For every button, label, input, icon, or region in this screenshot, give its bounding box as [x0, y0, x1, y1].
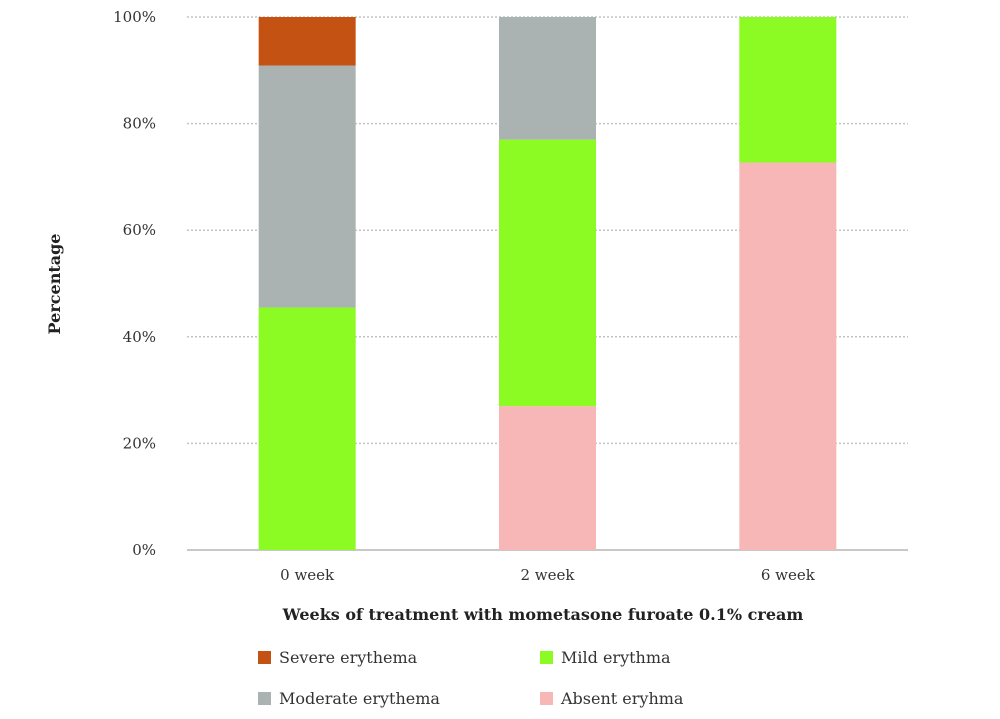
x-tick-label: 0 week	[280, 566, 335, 584]
bar-segment	[499, 17, 596, 140]
y-tick-label: 100%	[113, 8, 156, 26]
y-tick-label: 0%	[132, 541, 156, 559]
legend-label-absent: Absent eryhma	[561, 689, 684, 708]
x-axis-title: Weeks of treatment with mometasone furoa…	[282, 605, 804, 624]
y-tick-label: 40%	[123, 328, 156, 346]
legend-item-mild: Mild erythma	[540, 648, 671, 667]
x-tick-label: 2 week	[521, 566, 576, 584]
y-tick-label: 60%	[123, 221, 156, 239]
legend-item-moderate: Moderate erythema	[258, 689, 440, 708]
bar-segment	[739, 162, 837, 550]
bar-segment	[739, 17, 837, 163]
y-tick-label: 80%	[123, 115, 156, 133]
x-tick-label: 6 week	[761, 566, 816, 584]
legend-item-severe: Severe erythema	[258, 648, 417, 667]
legend-item-absent: Absent eryhma	[540, 689, 683, 708]
bar-segment	[499, 139, 596, 407]
bar-segment	[258, 307, 356, 550]
legend-label-moderate: Moderate erythema	[279, 689, 440, 708]
bar-segment	[258, 17, 356, 66]
legend-label-severe: Severe erythema	[279, 648, 418, 667]
y-axis-title: Percentage	[45, 234, 64, 335]
legend-swatch-severe	[258, 651, 271, 664]
legend-label-mild: Mild erythma	[561, 648, 671, 667]
legend-swatch-mild	[540, 651, 553, 664]
bar-segment	[499, 406, 596, 550]
y-tick-label: 20%	[123, 434, 156, 452]
legend-swatch-moderate	[258, 692, 271, 705]
bar-segment	[258, 65, 356, 308]
legend-swatch-absent	[540, 692, 553, 705]
